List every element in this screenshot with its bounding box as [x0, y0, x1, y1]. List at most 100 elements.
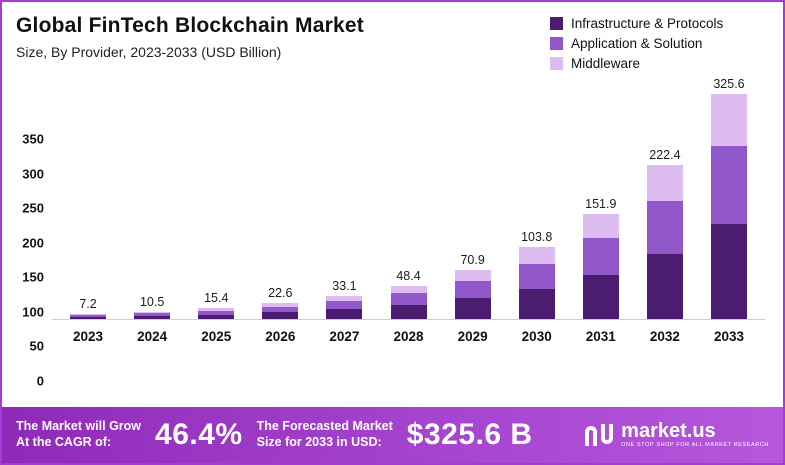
bar-stack	[262, 303, 299, 319]
brand-name: market.us	[621, 420, 716, 443]
legend-label: Middleware	[571, 56, 641, 71]
bar-total-label: 325.6	[713, 76, 745, 91]
bar-column: 15.4	[184, 291, 248, 319]
x-tick-label: 2031	[585, 329, 616, 344]
bar-segment	[454, 298, 491, 319]
bar-stack	[646, 165, 683, 319]
bar-segment	[70, 316, 107, 319]
bar-column: 48.4	[376, 269, 440, 319]
bar-column: 33.1	[312, 279, 376, 319]
bar-segment	[134, 311, 171, 314]
bar-column: 103.8	[505, 230, 569, 319]
bar-total-label: 15.4	[204, 291, 229, 306]
bar-segment	[582, 238, 619, 275]
bar-segment	[390, 304, 427, 319]
bar-stack	[198, 308, 235, 319]
bar-segment	[70, 315, 107, 317]
bar-total-label: 103.8	[521, 230, 553, 245]
bar-segment	[710, 224, 747, 319]
y-tick-label: 200	[22, 235, 44, 251]
bar-stack	[454, 270, 491, 319]
page-subtitle: Size, By Provider, 2023-2033 (USD Billio…	[16, 44, 282, 60]
y-tick-label: 100	[22, 304, 44, 320]
bar-segment	[710, 93, 747, 146]
cagr-label: The Market will Grow At the CAGR of:	[16, 419, 142, 449]
legend-swatch-middleware-icon	[550, 57, 563, 70]
page-title: Global FinTech Blockchain Market	[16, 14, 364, 37]
legend-item-middleware: Middleware	[550, 56, 765, 71]
chart-region: 350 300 250 200 150 100 50 0 7.2 10.5 15.4 22.6 33.…	[2, 71, 783, 407]
bar-segment	[198, 310, 235, 315]
x-tick-label: 2030	[521, 329, 552, 344]
x-tick-label: 2027	[329, 329, 360, 344]
market-us-logo-icon	[584, 424, 614, 446]
bar-stack	[518, 247, 555, 319]
legend-swatch-infrastructure-icon	[550, 17, 563, 30]
bar-segment	[326, 301, 363, 310]
y-tick-label: 250	[22, 200, 44, 216]
brand-text: market.us ONE STOP SHOP FOR ALL MARKET R…	[621, 421, 769, 449]
bar-segment	[134, 315, 171, 319]
bar-segment	[70, 314, 107, 316]
brand-tagline: ONE STOP SHOP FOR ALL MARKET RESEARCH	[621, 442, 769, 449]
y-axis: 350 300 250 200 150 100 50 0	[10, 77, 52, 407]
chart-header: Global FinTech Blockchain Market Size, B…	[2, 2, 783, 71]
title-block: Global FinTech Blockchain Market Size, B…	[16, 14, 364, 71]
plot-area: 7.2 10.5 15.4 22.6 33.1 48.4 70.9 103.8 151.9 222…	[52, 77, 765, 407]
x-tick-label: 2029	[457, 329, 488, 344]
bar-column: 325.6	[697, 77, 761, 319]
bar-segment	[454, 270, 491, 282]
y-tick-label: 300	[22, 166, 44, 182]
forecast-value: $325.6 B	[406, 418, 533, 451]
cagr-value: 46.4%	[155, 418, 243, 451]
bar-stack	[70, 314, 107, 319]
bar-column: 70.9	[441, 253, 505, 319]
bar-segment	[262, 312, 299, 319]
bar-column: 22.6	[248, 286, 312, 319]
x-tick-label: 2033	[713, 329, 744, 344]
legend-item-application: Application & Solution	[550, 36, 765, 51]
bar-segment	[518, 288, 555, 319]
bar-stack	[326, 296, 363, 319]
y-tick-label: 150	[22, 269, 44, 285]
y-tick-label: 0	[36, 373, 44, 389]
bars-container: 7.2 10.5 15.4 22.6 33.1 48.4 70.9 103.8 151.9 222…	[52, 77, 765, 320]
bar-column: 7.2	[56, 297, 120, 319]
bar-stack	[582, 213, 619, 319]
bar-segment	[582, 213, 619, 239]
bar-segment	[646, 200, 683, 255]
bar-segment	[326, 296, 363, 302]
legend-label: Application & Solution	[571, 36, 703, 51]
bar-segment	[646, 165, 683, 201]
bar-segment	[582, 274, 619, 319]
legend-item-infrastructure: Infrastructure & Protocols	[550, 16, 765, 31]
bar-total-label: 10.5	[139, 294, 165, 309]
x-tick-label: 2023	[73, 329, 104, 344]
bar-segment	[262, 303, 299, 307]
bar-column: 222.4	[633, 148, 697, 319]
bar-stack	[390, 285, 427, 319]
x-tick-label: 2026	[265, 329, 296, 344]
x-tick-label: 2028	[393, 329, 424, 344]
bar-total-label: 70.9	[460, 253, 485, 267]
bar-total-label: 151.9	[585, 196, 617, 211]
bar-segment	[326, 309, 363, 319]
bar-segment	[198, 314, 235, 319]
y-tick-label: 50	[29, 338, 44, 354]
x-tick-label: 2025	[201, 329, 232, 344]
bar-total-label: 48.4	[396, 268, 421, 283]
legend-swatch-application-icon	[550, 37, 563, 50]
bar-segment	[134, 313, 171, 316]
bar-stack	[710, 93, 747, 319]
market-us-logo: market.us ONE STOP SHOP FOR ALL MARKET R…	[584, 421, 769, 449]
bar-segment	[198, 308, 235, 311]
bar-segment	[262, 306, 299, 313]
bar-total-label: 22.6	[268, 286, 293, 301]
x-tick-label: 2024	[137, 329, 168, 344]
bar-stack	[134, 311, 171, 319]
legend-label: Infrastructure & Protocols	[571, 16, 724, 31]
legend: Infrastructure & Protocols Application &…	[550, 14, 765, 71]
bar-segment	[390, 293, 427, 305]
bar-total-label: 222.4	[649, 148, 681, 163]
